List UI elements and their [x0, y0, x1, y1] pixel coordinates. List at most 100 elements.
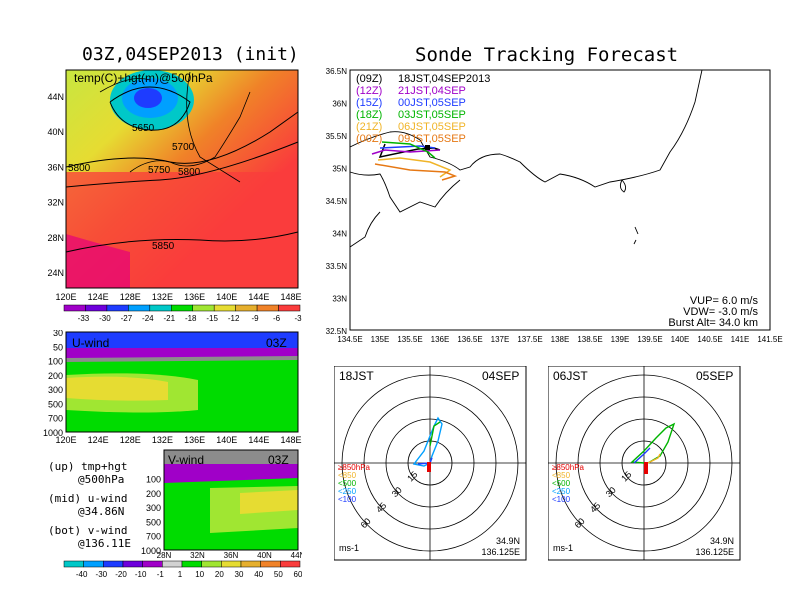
launch-code: (18Z) [356, 109, 382, 121]
pressure-tick-label: 100 [48, 357, 63, 367]
param-burst: Burst Alt= 34.0 km [668, 317, 758, 329]
lon-tick-label: 138.5E [577, 335, 602, 344]
warm-pool-sw [66, 234, 130, 288]
colorbar-swatch [149, 304, 172, 312]
hodo-trace [429, 421, 441, 447]
colorbar-label: 50 [274, 570, 283, 579]
lat-tick-label: 44N [47, 92, 64, 102]
legend-line: (mid) u-wind [48, 492, 128, 505]
lat-tick-label: 36N [47, 162, 64, 172]
v-field-strat [164, 450, 298, 464]
lon-tick-label: 128E [120, 292, 141, 302]
launch-time: 06JST,05SEP [398, 121, 466, 133]
colorbar-label: -6 [273, 314, 281, 323]
colorbar-label: -30 [96, 570, 108, 579]
hodo-legend-item: ≥850hPa [338, 463, 371, 472]
hodo-unit: ms-1 [339, 543, 359, 553]
contour-label: 5800 [68, 163, 91, 174]
lon-tick-label: 139.5E [637, 335, 662, 344]
hodo-time: 06JST [553, 369, 588, 383]
panel-label: U-wind [72, 336, 109, 350]
lon-tick-label: 141E [731, 335, 750, 344]
colorbar-label: 60 [294, 570, 302, 579]
hodograph-2: 06JST 05SEP ms-1 34.9N 136.125E ≥850hPa<… [548, 366, 741, 561]
hodo-date: 05SEP [696, 369, 733, 383]
lon-ticks: 120E 124E 128E 132E 136E 140E 144E 148E [55, 292, 301, 302]
lat-ticks: 44N 40N 36N 32N 28N 24N [47, 92, 64, 278]
colorbar-label: 1 [178, 570, 183, 579]
lat-tick-label: 28N [157, 551, 172, 558]
u-field-strat [66, 332, 298, 348]
legend-line: @136.11E [78, 537, 131, 550]
lat-tick-label: 36.5N [326, 67, 348, 76]
lon-tick-label: 140.5E [697, 335, 722, 344]
pressure-tick-label: 50 [53, 342, 63, 352]
lon-tick-label: 124E [88, 292, 109, 302]
lon-tick-label: 138E [551, 335, 570, 344]
cold-low-core [134, 88, 162, 108]
panel-frame [163, 449, 299, 551]
lat-tick-label: 36N [224, 551, 239, 558]
lat-tick-label: 34N [332, 230, 347, 239]
hodo-unit: ms-1 [553, 543, 573, 553]
lat-tick-label: 32N [47, 198, 64, 208]
lat-tick-label: 24N [47, 268, 64, 278]
colorbar-swatch [106, 304, 129, 312]
contour-line [65, 141, 299, 188]
colorbar-swatch [103, 560, 124, 568]
hodo-ring-label: 45 [374, 500, 388, 514]
map-frame [349, 69, 771, 331]
param-vdw: VDW= -3.0 m/s [683, 306, 758, 318]
contour-label: 5650 [132, 123, 155, 134]
launch-time: 00JST,05SEP [398, 97, 466, 109]
lon-tick-label: 141.5E [757, 335, 782, 344]
colorbar-label: -10 [135, 570, 147, 579]
pressure-tick-label: 30 [53, 330, 63, 338]
lon-tick-label: 139E [611, 335, 630, 344]
colorbar-swatch [280, 560, 301, 568]
pressure-tick-label: 200 [48, 371, 63, 381]
pressure-tick-label: 700 [146, 532, 161, 542]
pressure-tick-label: 500 [48, 399, 63, 409]
trajectory-18z [381, 141, 436, 159]
lon-tick-label: 144E [248, 292, 269, 302]
u-field-core [66, 376, 168, 401]
launch-code: (21Z) [356, 121, 382, 133]
legend-line: @34.86N [78, 505, 125, 518]
hodo-ring-label: 15 [405, 469, 419, 483]
lon-tick-label: 124E [88, 435, 109, 445]
colorbar-label: -30 [99, 314, 111, 323]
hodo-low-level [427, 462, 431, 472]
launch-marker [425, 145, 430, 150]
hodo-legend-item: <850 [338, 471, 357, 480]
lat-tick-label: 33N [332, 295, 347, 304]
launch-code: (12Z) [356, 85, 382, 97]
colorbar-label: -1 [157, 570, 165, 579]
lat-tick-label: 35N [332, 165, 347, 174]
lon-tick-label: 137E [491, 335, 510, 344]
colorbar-swatch [85, 304, 108, 312]
hodo-lat: 34.9N [496, 536, 520, 546]
coastline [349, 69, 703, 188]
hodo-low-level [644, 462, 648, 474]
coastline [349, 171, 461, 213]
colorbar-swatch [162, 560, 183, 568]
panel-label: V-wind [168, 453, 204, 467]
island [619, 179, 627, 193]
lon-tick-label: 132E [152, 292, 173, 302]
launch-time: 21JST,04SEP [398, 85, 466, 97]
lon-tick-label: 148E [281, 435, 302, 445]
panel-time: 03Z [268, 453, 289, 467]
hodo-legend-item: <500 [552, 479, 571, 488]
legend-bot: (bot) v-wind @136.11E [48, 524, 131, 550]
lon-tick-label: 135E [371, 335, 390, 344]
lon-tick-label: 136.5E [457, 335, 482, 344]
hodo-ring-label: 45 [588, 500, 602, 514]
contour-label: 5750 [148, 165, 171, 176]
hodo-legend-item: <850 [552, 471, 571, 480]
temp-colorbar: -33 -30 -27 -24 -21 -18 -15 -12 -9 -6 -3 [63, 304, 302, 323]
colorbar-swatch [240, 560, 261, 568]
pressure-tick-label: 500 [146, 517, 161, 527]
colorbar-swatch [201, 560, 222, 568]
